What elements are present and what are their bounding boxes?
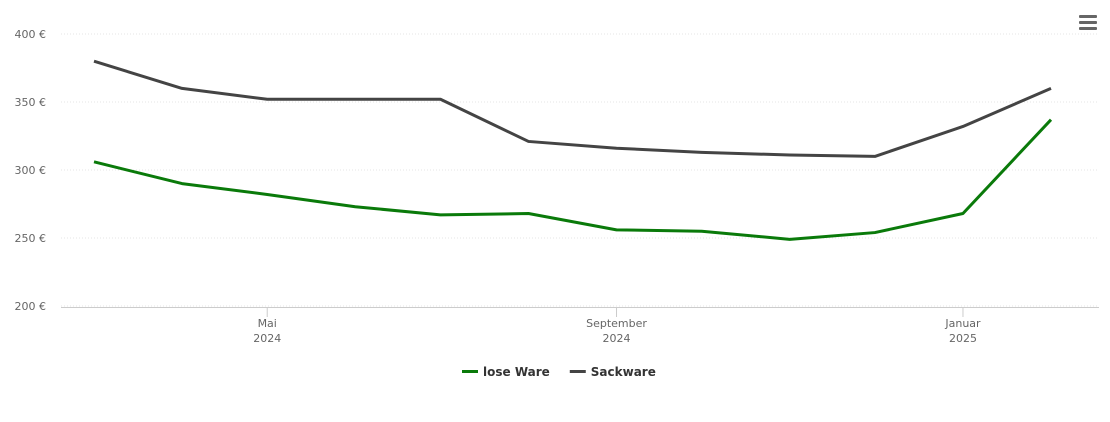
x-tick-label: Januar 2025	[944, 317, 981, 345]
x-tick-label: September 2024	[586, 317, 647, 345]
y-tick-label: 300 €	[15, 164, 47, 177]
series-line	[93, 118, 1053, 241]
series-line	[93, 59, 1052, 158]
y-tick-label: 400 €	[15, 28, 47, 41]
legend-item[interactable]: lose Ware	[462, 365, 550, 379]
menu-icon[interactable]	[1079, 15, 1097, 30]
x-tick-label: Mai 2024	[253, 317, 281, 345]
y-tick-label: 200 €	[15, 300, 47, 313]
y-tick-label: 350 €	[15, 96, 47, 109]
legend-item[interactable]: Sackware	[569, 365, 656, 379]
legend: lose Ware Sackware	[462, 365, 656, 379]
legend-label: Sackware	[591, 365, 656, 379]
legend-label: lose Ware	[483, 365, 550, 379]
y-tick-label: 250 €	[15, 232, 47, 245]
